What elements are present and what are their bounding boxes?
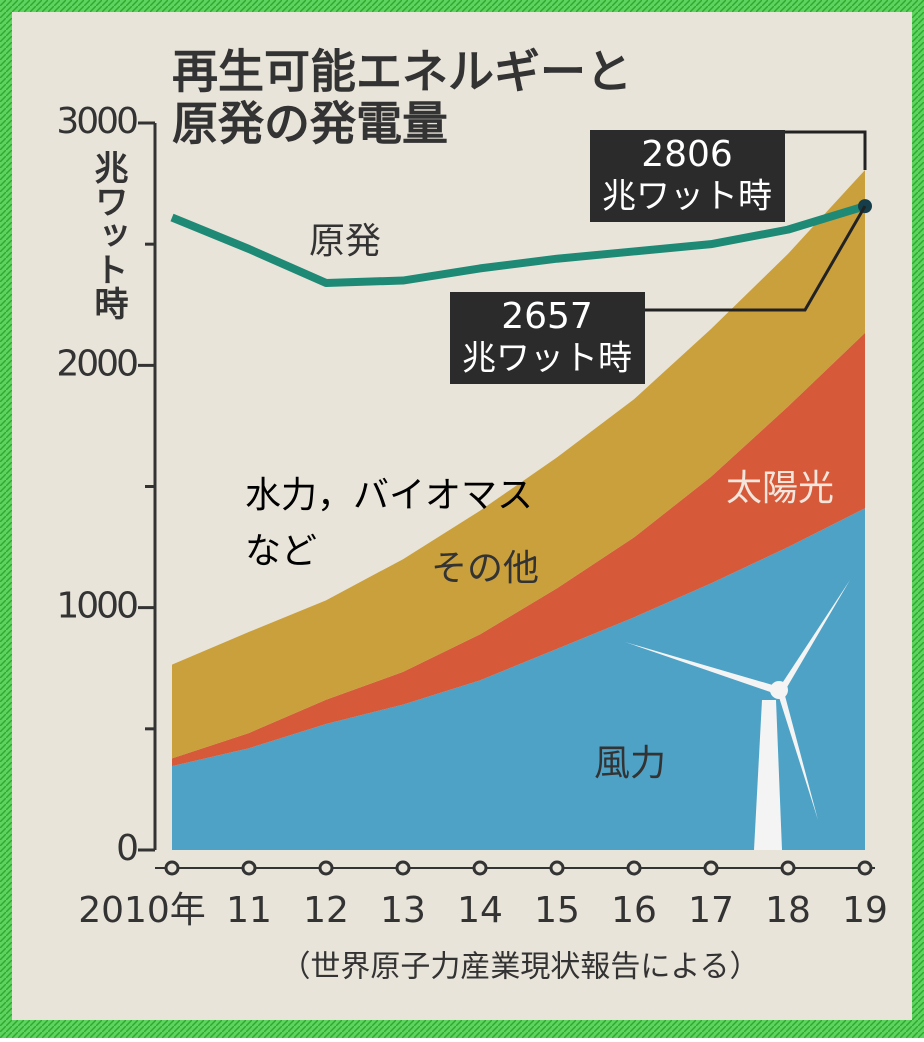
y-tick-label: 0 [116, 828, 137, 869]
x-tick-label: 17 [688, 890, 734, 931]
series-label: 太陽光 [726, 468, 834, 509]
chart-title: 再生可能エネルギーと [172, 45, 632, 99]
x-tick [395, 860, 411, 876]
series-label: 原発 [309, 221, 381, 262]
annotation-box [450, 292, 645, 384]
x-tick-label: 11 [226, 890, 272, 931]
x-tick [780, 860, 796, 876]
x-tick-label: 2010年 [78, 890, 206, 931]
annotation-unit: 兆ワット時 [602, 177, 772, 217]
area [172, 332, 865, 767]
x-tick-label: 18 [765, 890, 811, 931]
y-tick-label: 1000 [56, 586, 137, 627]
x-tick [472, 860, 488, 876]
windmill [625, 580, 850, 850]
line [170, 202, 867, 287]
x-tick-label: 14 [457, 890, 503, 931]
x-tick [241, 860, 257, 876]
source: （世界原子力産業現状報告による） [280, 950, 759, 985]
x-tick [703, 860, 719, 876]
annotation-unit: 兆ワット時 [462, 339, 632, 379]
x-tick [857, 860, 873, 876]
x-tick-label: 19 [842, 890, 888, 931]
area [172, 170, 865, 759]
annotation-value: 2657 [501, 296, 593, 337]
x-tick-label: 13 [380, 890, 426, 931]
annotation-leader [785, 130, 867, 171]
chart-title: 原発の発電量 [172, 97, 448, 151]
x-tick [549, 860, 565, 876]
x-tick-label: 15 [534, 890, 580, 931]
series-label: その他 [431, 548, 539, 589]
x-tick-label: 12 [303, 890, 349, 931]
y-tick-label: 3000 [56, 101, 137, 142]
annotation-box [590, 130, 785, 222]
series-label: 風力 [594, 743, 666, 784]
x-tick-label: 16 [611, 890, 657, 931]
note: 水力，バイオマス [245, 475, 533, 516]
note: など [245, 531, 317, 572]
x-tick [318, 860, 334, 876]
x-tick [164, 860, 180, 876]
annotation-value: 2806 [641, 134, 733, 175]
annotation-leader [645, 205, 867, 312]
area [172, 508, 865, 850]
x-tick [626, 860, 642, 876]
y-axis-label: 兆ワット時 [88, 150, 128, 320]
y-tick-label: 2000 [56, 343, 137, 384]
